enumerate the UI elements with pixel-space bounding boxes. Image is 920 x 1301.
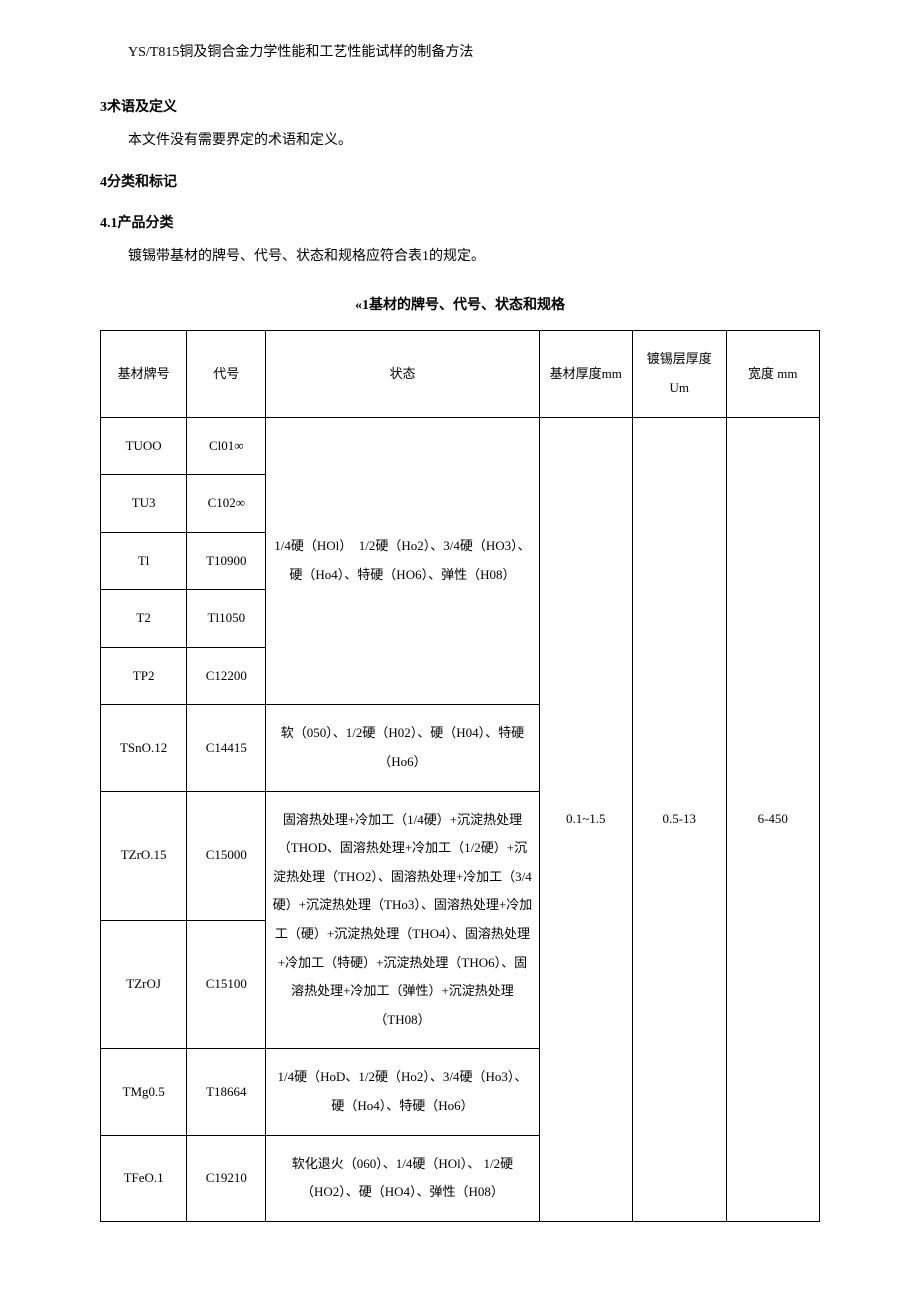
cell-state: 1/4硬（HoD、1/2硬（Ho2）、3/4硬（Ho3）、 硬（Ho4）、特硬（… xyxy=(266,1049,539,1135)
cell-code: C102∞ xyxy=(187,475,266,533)
table-row: TUOO Cl01∞ 1/4硬（HOl） 1/2硬（Ho2）、3/4硬（HO3）… xyxy=(101,417,820,475)
header-width: 宽度 mm xyxy=(726,331,820,417)
cell-state-group2: 固溶热处理+冷加工（1/4硬）+沉淀热处理（THOD、固溶热处理+冷加工（1/2… xyxy=(266,791,539,1049)
header-tin-thickness: 镀锡层厚度 Um xyxy=(633,331,726,417)
cell-grade: TP2 xyxy=(101,647,187,705)
cell-grade: TU3 xyxy=(101,475,187,533)
table-title: «1基材的牌号、代号、状态和规格 xyxy=(100,293,820,318)
cell-code: T18664 xyxy=(187,1049,266,1135)
cell-code: Cl01∞ xyxy=(187,417,266,475)
section-4-heading: 4分类和标记 xyxy=(100,170,820,195)
cell-grade: TZrO.15 xyxy=(101,791,187,920)
section-3-text: 本文件没有需要界定的术语和定义。 xyxy=(100,128,820,153)
cell-code: Tl1050 xyxy=(187,590,266,648)
cell-state-group1: 1/4硬（HOl） 1/2硬（Ho2）、3/4硬（HO3）、 硬（Ho4）、特硬… xyxy=(266,417,539,705)
header-grade: 基材牌号 xyxy=(101,331,187,417)
header-code: 代号 xyxy=(187,331,266,417)
section-4-1-heading: 4.1产品分类 xyxy=(100,211,820,236)
cell-code: C15000 xyxy=(187,791,266,920)
section-3-heading: 3术语及定义 xyxy=(100,95,820,120)
cell-state: 软（050）、1/2硬（H02）、硬（H04）、特硬（Ho6） xyxy=(266,705,539,791)
spec-table: 基材牌号 代号 状态 基材厚度mm 镀锡层厚度 Um 宽度 mm TUOO Cl… xyxy=(100,330,820,1221)
cell-code: C14415 xyxy=(187,705,266,791)
cell-state: 软化退火（060）、1/4硬（HOl）、 1/2硬（HO2）、硬（HO4）、弹性… xyxy=(266,1135,539,1221)
cell-grade: TUOO xyxy=(101,417,187,475)
header-thickness: 基材厚度mm xyxy=(539,331,632,417)
table-header-row: 基材牌号 代号 状态 基材厚度mm 镀锡层厚度 Um 宽度 mm xyxy=(101,331,820,417)
cell-grade: TMg0.5 xyxy=(101,1049,187,1135)
cell-code: C12200 xyxy=(187,647,266,705)
cell-code: T10900 xyxy=(187,532,266,590)
cell-grade: TZrOJ xyxy=(101,920,187,1049)
reference-line: YS/T815铜及铜合金力学性能和工艺性能试样的制备方法 xyxy=(100,40,820,65)
cell-code: C19210 xyxy=(187,1135,266,1221)
cell-thickness: 0.1~1.5 xyxy=(539,417,632,1221)
section-4-1-text: 镀锡带基材的牌号、代号、状态和规格应符合表1的规定。 xyxy=(100,244,820,269)
cell-width: 6-450 xyxy=(726,417,820,1221)
cell-tin-thickness: 0.5-13 xyxy=(633,417,726,1221)
cell-grade: T2 xyxy=(101,590,187,648)
cell-code: C15100 xyxy=(187,920,266,1049)
cell-grade: Tl xyxy=(101,532,187,590)
cell-grade: TFeO.1 xyxy=(101,1135,187,1221)
header-state: 状态 xyxy=(266,331,539,417)
cell-grade: TSnO.12 xyxy=(101,705,187,791)
